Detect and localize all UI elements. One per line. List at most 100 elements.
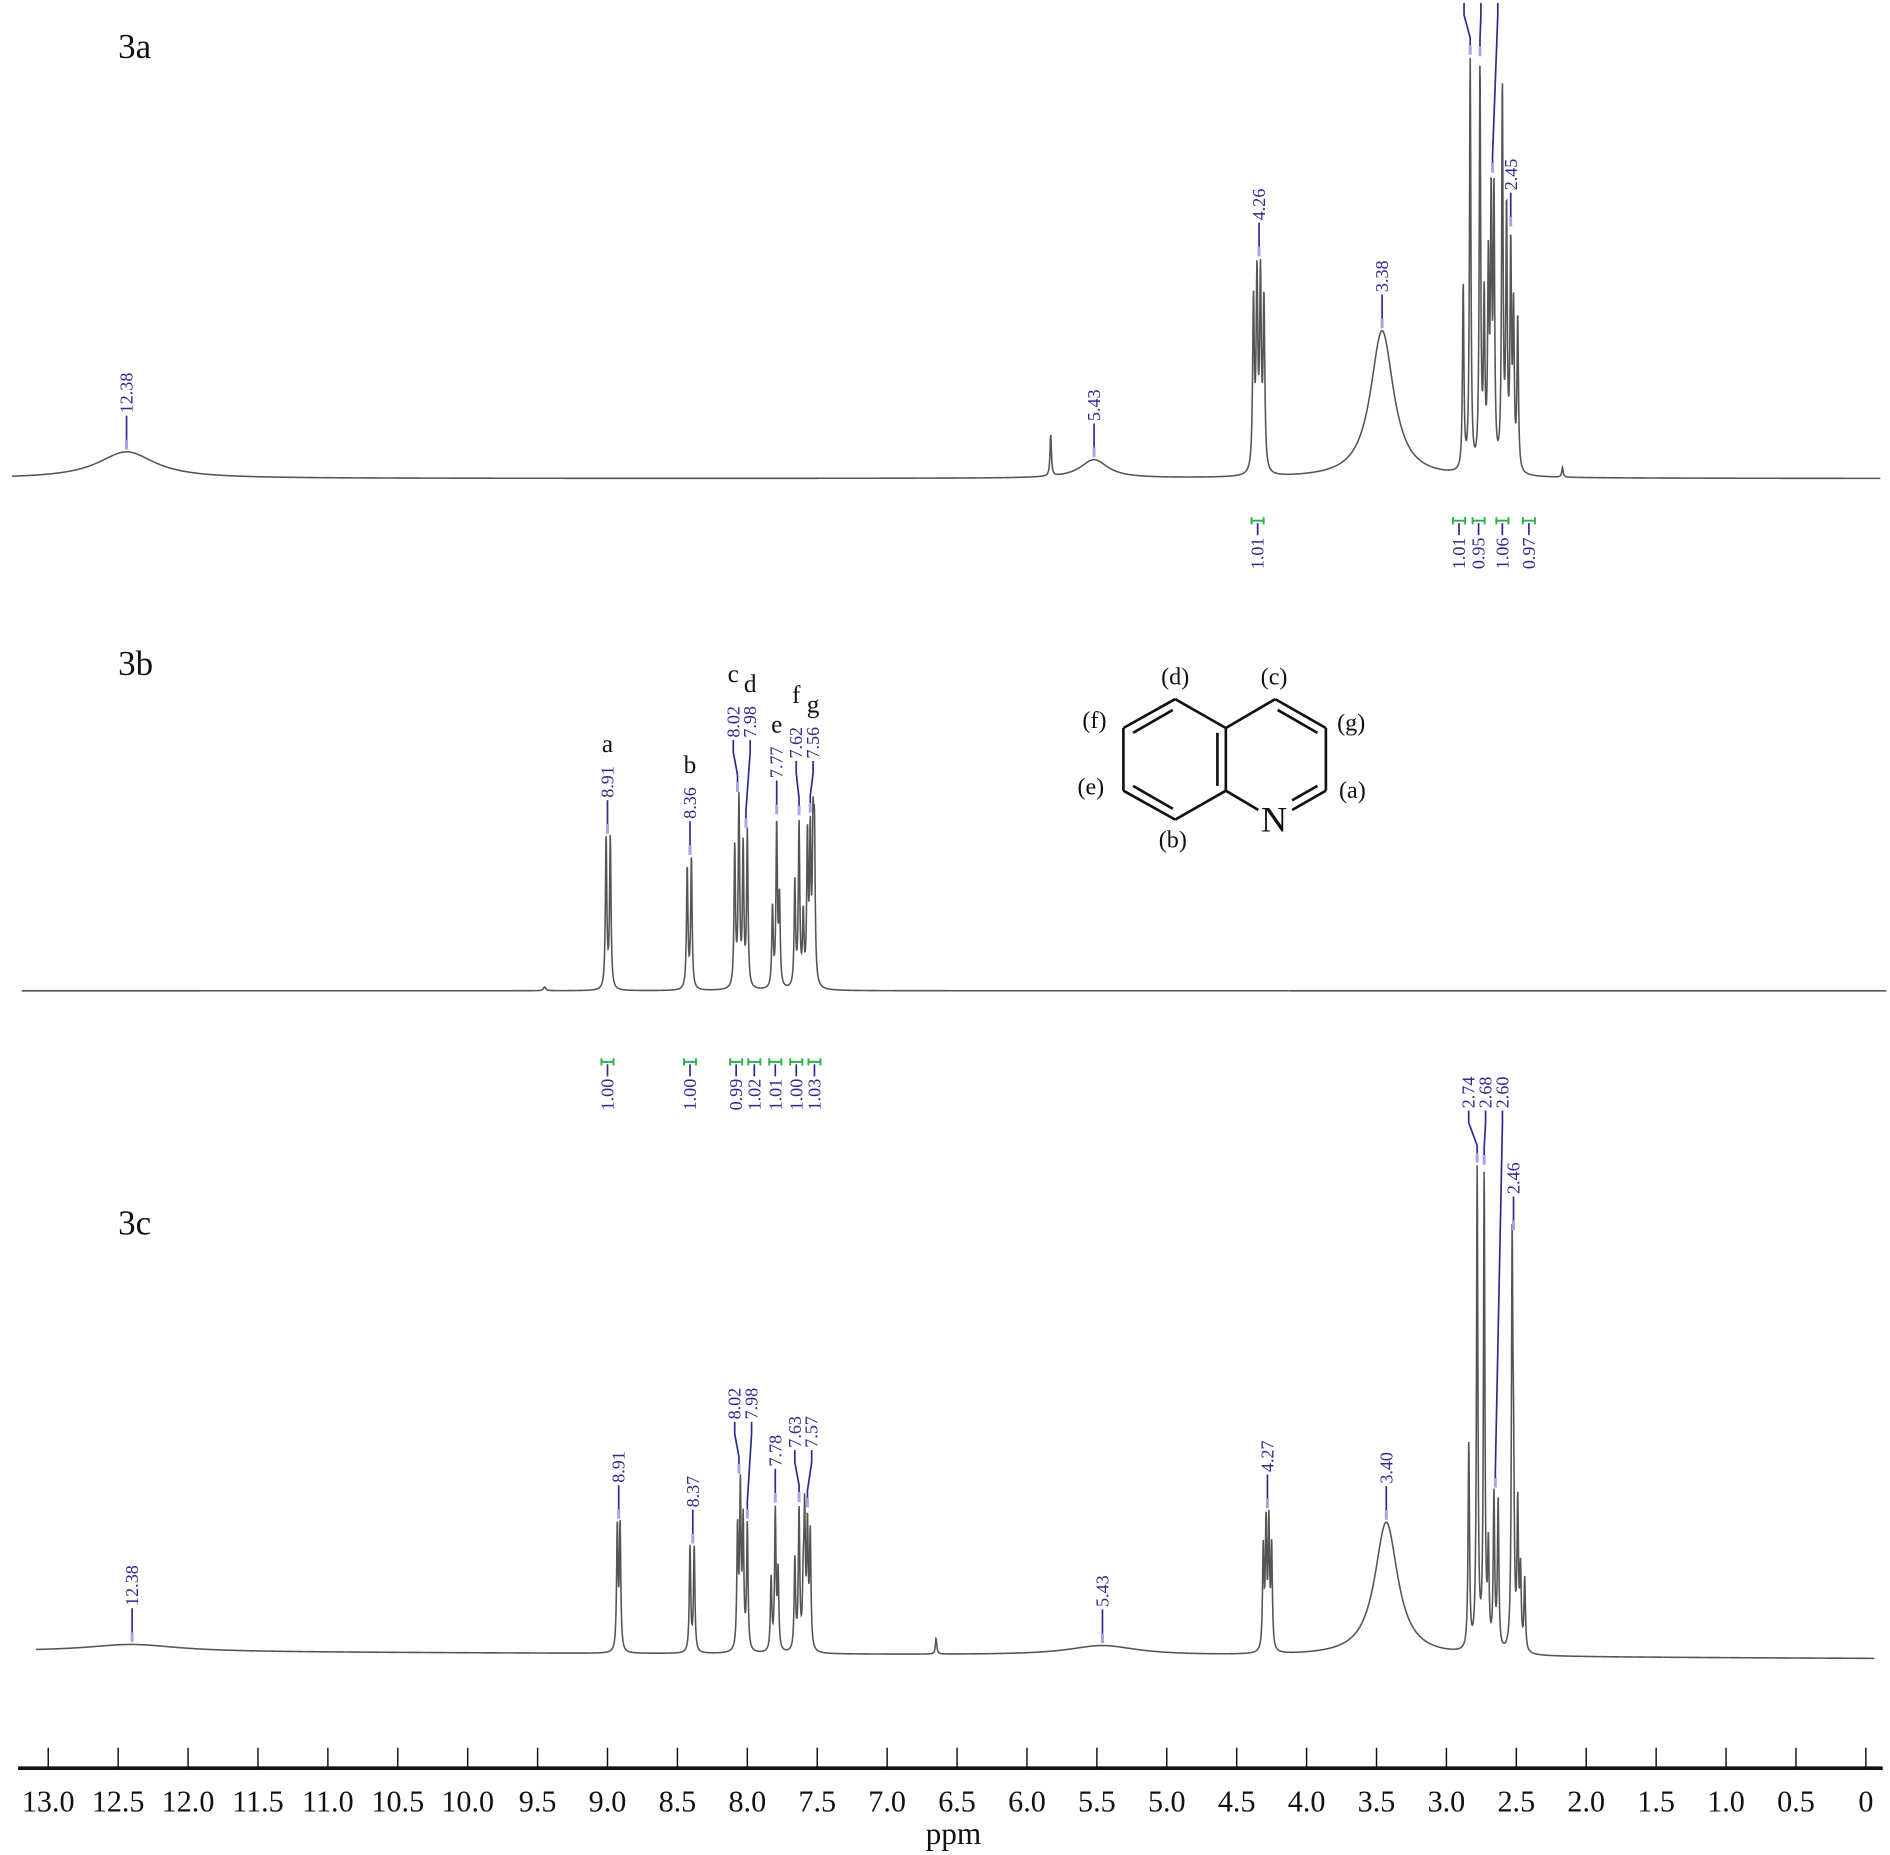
peak-assignment-letter: a: [602, 730, 613, 758]
peak-value: 2.60: [1492, 1077, 1512, 1109]
peak-label: 7.98: [742, 1388, 762, 1519]
peak-leader-line: [806, 1450, 813, 1498]
spectrum-trace: [36, 1165, 1875, 1660]
peak-assignment-letter: e: [771, 710, 782, 738]
peak-label: 2.60: [1492, 1077, 1512, 1488]
integral: 0.97: [1519, 517, 1539, 569]
integral-value: 1.02: [744, 1079, 764, 1111]
bond: [1174, 789, 1227, 821]
peak-value: 5.43: [1092, 1575, 1112, 1607]
integral: 1.06: [1492, 517, 1512, 569]
peak-leader-line: [732, 740, 739, 783]
peak-value: 8.91: [598, 766, 618, 798]
position-d: (d): [1161, 665, 1189, 691]
nitrogen-atom: N: [1261, 800, 1287, 840]
panel-label-3a: 3a: [118, 27, 151, 66]
peak-leader-line: [1491, 2, 1499, 163]
axis-tick-label: 3.0: [1428, 1785, 1466, 1819]
axis-tick-label: 4.0: [1288, 1785, 1326, 1819]
peak-value: 2.45: [1501, 159, 1521, 191]
peak-leader-line: [733, 1421, 740, 1465]
integral: 1.01: [1248, 517, 1268, 569]
axis-tick-label: 6.0: [1008, 1785, 1046, 1819]
peak-label: 8.02 c: [723, 660, 743, 792]
peak-value: 4.27: [1257, 1440, 1277, 1472]
axis-tick-label: 11.5: [232, 1785, 284, 1819]
peak-value: 7.57: [802, 1416, 822, 1448]
position-b: (b): [1159, 827, 1187, 853]
peak-label: 8.91: [609, 1451, 629, 1519]
quinoline-structure: [1122, 697, 1328, 821]
peak-leader-line: [746, 1421, 753, 1509]
bond: [1225, 789, 1260, 812]
axis-tick-label: 3.5: [1358, 1785, 1396, 1819]
peak-label: 8.37: [683, 1476, 703, 1544]
integral-bracket: [1452, 517, 1466, 525]
peak-label: 2.68: [1471, 0, 1491, 57]
axis-title: ppm: [926, 1816, 982, 1851]
peak-leader-line: [1467, 1110, 1479, 1153]
peak-value: 2.74: [1459, 1077, 1479, 1109]
bond: [1274, 697, 1327, 730]
peak-value: 7.56: [803, 727, 823, 759]
integral: 1.02: [744, 1058, 764, 1110]
peak-value: 7.62: [786, 727, 806, 759]
axis-tick-label: 5.0: [1148, 1785, 1186, 1819]
integral-bracket: [747, 1058, 762, 1066]
peak-label: 12.38: [117, 373, 137, 450]
integral-value: 1.00: [786, 1079, 806, 1111]
peak-leader-line: [745, 740, 752, 819]
peak-label: 2.46: [1504, 1162, 1524, 1231]
peak-value: 8.37: [683, 1476, 703, 1508]
axis-tick-label: 8.0: [728, 1785, 766, 1819]
axis-tick-label: 8.5: [659, 1785, 697, 1819]
integral-value: 0.97: [1519, 538, 1539, 570]
integral-bracket: [683, 1058, 697, 1066]
peak-value: 2.68: [1476, 1077, 1496, 1109]
axis-tick-label: 12.0: [162, 1785, 215, 1819]
axis-tick-label: 9.5: [519, 1785, 557, 1819]
position-f: (f): [1082, 708, 1106, 734]
double-bond: [1277, 708, 1319, 734]
peak-leader-line: [795, 760, 800, 806]
axis-tick-label: 0.5: [1777, 1785, 1815, 1819]
axis-tick-label: 2.0: [1567, 1785, 1605, 1819]
axis-tick-label: 10.0: [441, 1785, 494, 1819]
peak-label: 7.57: [802, 1416, 822, 1508]
axis-tick-label: 9.0: [589, 1785, 627, 1819]
position-c: (c): [1261, 665, 1288, 691]
integral-bracket: [1471, 517, 1486, 525]
peak-label: 2.74: [1454, 0, 1474, 55]
integral-bracket: [1521, 517, 1536, 525]
bond: [1225, 697, 1276, 730]
axis-tick-label: 6.5: [938, 1785, 976, 1819]
integral-bracket: [768, 1058, 783, 1066]
bond: [1291, 789, 1327, 812]
spectra: 12.385.434.263.382.742.682.602.451.011.0…: [12, 0, 1887, 1660]
integral: 1.00: [786, 1058, 806, 1110]
integral-value: 0.95: [1469, 538, 1489, 570]
spectrum-trace: [21, 791, 1887, 992]
double-bond: [1132, 784, 1174, 810]
peak-leader-line: [1479, 2, 1482, 47]
peak-leader-line: [793, 1450, 800, 1493]
peak-value: 8.36: [680, 787, 700, 819]
integral: 0.99: [726, 1058, 746, 1110]
peak-value: 2.46: [1504, 1162, 1524, 1194]
spectrum-3c: 12.38 8.91 8.37 8.027.987.787.637.57 5.43 4.2…: [36, 1077, 1875, 1660]
integral-value: 1.06: [1492, 538, 1512, 570]
bond: [1174, 697, 1227, 730]
x-axis: ppm 13.0 12.5 12.0 11.5 11.0 10.5 10.0 9.5 9.0 8.…: [18, 1747, 1883, 1851]
bond: [1122, 789, 1176, 821]
peak-label: 5.43: [1084, 389, 1104, 458]
integral-value: 1.03: [804, 1079, 824, 1111]
peak-label: 7.56 g: [803, 691, 823, 813]
peak-label: 5.43: [1092, 1575, 1112, 1644]
peak-value: 8.02: [723, 706, 743, 738]
spectrum-trace: [12, 57, 1881, 480]
peak-value: 8.91: [609, 1451, 629, 1483]
integral: 1.01: [765, 1058, 785, 1110]
axis-tick-label: 7.0: [868, 1785, 906, 1819]
